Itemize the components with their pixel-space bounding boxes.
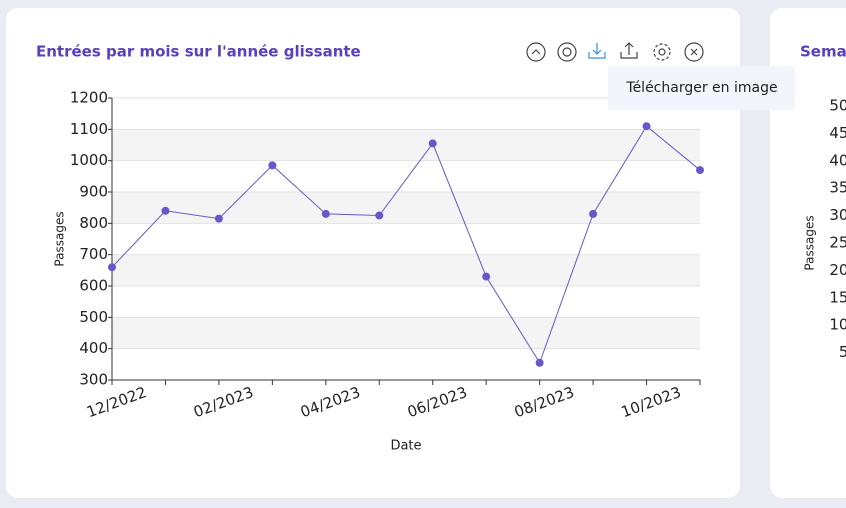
y-tick-label: 200 xyxy=(829,261,846,279)
icon xyxy=(531,49,541,55)
grid-band xyxy=(112,317,700,349)
y-tick-label: 600 xyxy=(79,277,108,295)
y-tick-label: 450 xyxy=(829,124,846,142)
icon xyxy=(658,48,666,56)
y-tick-label: 900 xyxy=(79,183,108,201)
y-tick-label: 250 xyxy=(829,234,846,252)
close-button[interactable] xyxy=(684,42,704,62)
y-tick-label: 300 xyxy=(79,371,108,389)
y-tick-label: 500 xyxy=(79,308,108,326)
grid-band xyxy=(112,192,700,224)
point xyxy=(161,206,170,215)
icon xyxy=(562,47,572,57)
tooltip xyxy=(608,66,795,110)
grid-band xyxy=(112,129,700,161)
line xyxy=(111,125,701,364)
y-tick-label: 1100 xyxy=(70,120,108,138)
grid-band xyxy=(112,254,700,286)
point xyxy=(375,211,384,220)
share-button[interactable] xyxy=(620,42,638,59)
point xyxy=(214,214,223,223)
icon xyxy=(690,48,698,56)
chart-title: Sema xyxy=(800,43,846,61)
tooltip-text: Télécharger en image xyxy=(625,80,777,96)
y-tick-label: 400 xyxy=(79,339,108,357)
collapse-button[interactable] xyxy=(526,42,546,62)
x-axis-label: Date xyxy=(390,439,421,454)
y-tick-label: 1200 xyxy=(70,89,108,107)
y-tick-label: 350 xyxy=(829,179,846,197)
y-tick-label: 400 xyxy=(829,151,846,169)
point xyxy=(108,263,116,272)
download-button[interactable] xyxy=(588,43,606,59)
y-tick-label: 700 xyxy=(79,245,108,263)
y-tick-label: 1000 xyxy=(70,151,108,169)
chart: Sema050100150200250300350400450500Passag… xyxy=(800,43,846,362)
y-tick-label: 300 xyxy=(829,206,846,224)
y-tick-label: 100 xyxy=(829,316,846,334)
point xyxy=(428,139,437,148)
point xyxy=(482,272,491,281)
y-tick-label: 500 xyxy=(829,97,846,115)
toolbar xyxy=(526,42,704,62)
y-axis-label: Passages xyxy=(53,211,67,266)
point xyxy=(589,209,598,218)
y-axis-label: Passages xyxy=(803,215,817,270)
card xyxy=(770,8,846,498)
point xyxy=(642,122,651,131)
y-tick-label: 800 xyxy=(79,214,108,232)
point xyxy=(696,166,704,175)
point xyxy=(321,209,330,218)
point xyxy=(535,358,544,367)
settings-button[interactable] xyxy=(653,43,671,61)
y-tick-label: 150 xyxy=(829,288,846,306)
refresh-button[interactable] xyxy=(557,42,577,62)
chart-title: Entrées par mois sur l'année glissante xyxy=(36,43,361,61)
point xyxy=(268,161,277,170)
y-tick-label: 50 xyxy=(839,343,846,361)
